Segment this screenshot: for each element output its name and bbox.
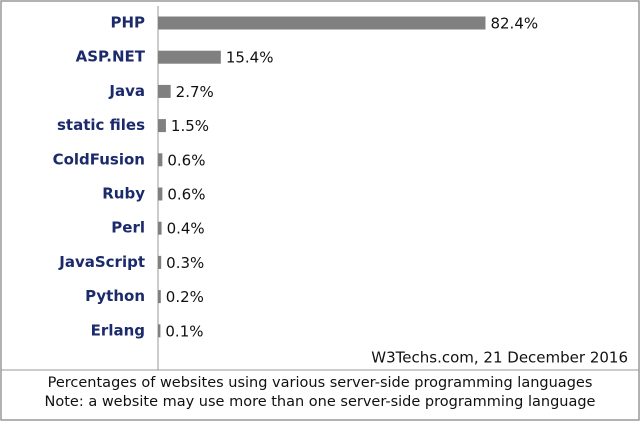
bar — [158, 153, 163, 167]
bar — [158, 16, 486, 30]
value-label: 0.1% — [165, 322, 203, 340]
bar — [158, 187, 163, 201]
category-label: ASP.NET — [76, 48, 146, 66]
category-label: Erlang — [91, 321, 145, 339]
value-label: 1.5% — [171, 117, 209, 135]
caption-line: Percentages of websites using various se… — [48, 375, 593, 391]
value-label: 0.6% — [167, 186, 205, 204]
bar — [158, 290, 161, 304]
value-label: 2.7% — [176, 83, 214, 101]
bar — [158, 324, 161, 338]
category-label: static files — [57, 116, 145, 134]
category-label: Ruby — [102, 185, 145, 203]
category-label: JavaScript — [58, 253, 145, 271]
value-label: 0.3% — [166, 254, 204, 272]
category-label: PHP — [110, 14, 145, 32]
bar — [158, 255, 162, 269]
source: W3Techs.com, 21 December 2016 — [371, 349, 628, 367]
bar — [158, 50, 221, 64]
bar — [158, 221, 162, 235]
bar — [158, 119, 166, 133]
category-label: Java — [108, 82, 145, 100]
caption-line: Note: a website may use more than one se… — [45, 394, 596, 410]
bar — [158, 84, 171, 98]
value-label: 82.4% — [490, 15, 538, 33]
value-label: 0.2% — [166, 288, 204, 306]
value-label: 15.4% — [226, 49, 274, 67]
value-label: 0.6% — [167, 151, 205, 169]
category-label: ColdFusion — [53, 150, 145, 168]
value-label: 0.4% — [167, 220, 205, 238]
category-label: Perl — [111, 219, 145, 237]
category-label: Python — [85, 287, 145, 305]
